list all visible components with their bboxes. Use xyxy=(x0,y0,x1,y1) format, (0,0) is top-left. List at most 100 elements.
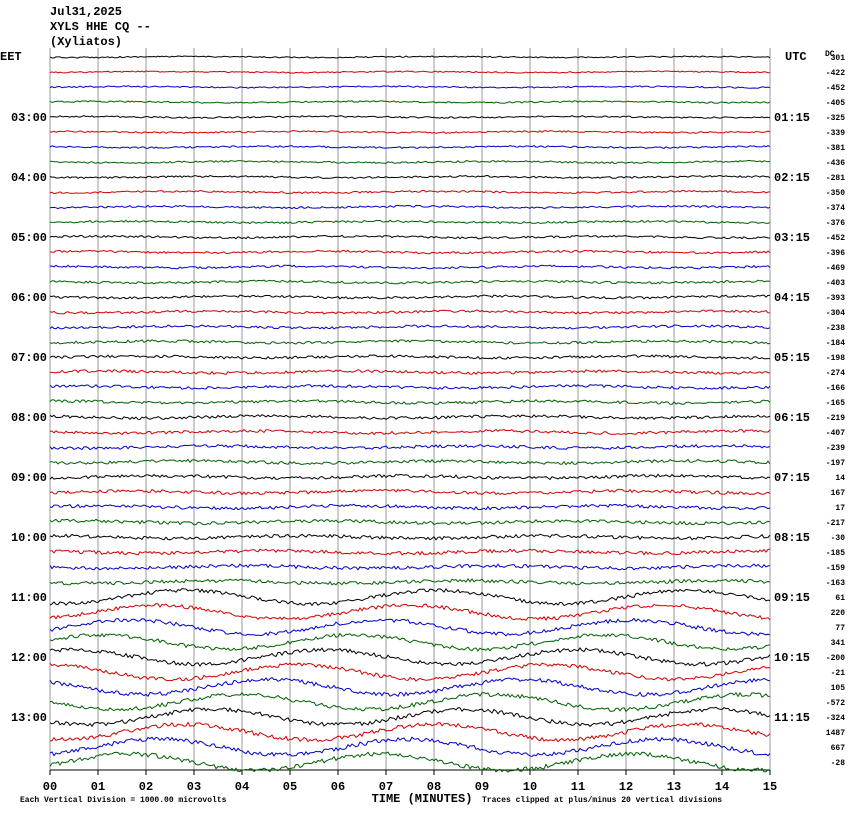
x-tick-label: 06 xyxy=(331,780,345,794)
dc-offset: 61 xyxy=(835,594,845,603)
x-tick-label: 03 xyxy=(187,780,201,794)
dc-offset: -166 xyxy=(826,384,845,393)
left-time-label: 04:00 xyxy=(11,171,47,185)
trace xyxy=(49,706,771,728)
trace xyxy=(49,234,771,240)
trace xyxy=(49,174,771,180)
trace xyxy=(49,578,771,586)
trace xyxy=(49,309,771,315)
trace xyxy=(49,264,771,270)
trace xyxy=(49,279,771,285)
trace xyxy=(49,563,771,571)
x-tick-label: 14 xyxy=(715,780,729,794)
trace xyxy=(49,145,771,149)
x-tick-label: 11 xyxy=(571,780,585,794)
dc-offset: -184 xyxy=(826,339,845,348)
x-tick-label: 02 xyxy=(139,780,153,794)
dc-offset: 17 xyxy=(835,504,845,513)
right-time-label: 10:15 xyxy=(774,651,810,665)
x-tick-label: 08 xyxy=(427,780,441,794)
right-time-label: 08:15 xyxy=(774,531,810,545)
dc-offset: 341 xyxy=(831,639,846,648)
dc-offset: -197 xyxy=(826,459,845,468)
trace xyxy=(49,294,771,300)
dc-offset: -21 xyxy=(831,669,846,678)
right-time-label: 02:15 xyxy=(774,171,810,185)
dc-offset: -217 xyxy=(826,519,845,528)
dc-offset: -325 xyxy=(826,114,845,123)
left-zone: EET xyxy=(0,50,22,64)
x-tick-label: 10 xyxy=(523,780,537,794)
trace xyxy=(49,676,771,698)
scale-note: Each Vertical Division = 1000.00 microvo… xyxy=(20,796,227,805)
x-tick-label: 09 xyxy=(475,780,489,794)
right-time-label: 01:15 xyxy=(774,111,810,125)
x-tick-label: 01 xyxy=(91,780,105,794)
trace xyxy=(49,647,771,667)
trace xyxy=(49,219,771,225)
dc-offset: -274 xyxy=(826,369,845,378)
trace xyxy=(49,249,771,255)
dc-offset: -281 xyxy=(826,174,845,183)
dc-offset: -185 xyxy=(826,549,845,558)
right-time-label: 11:15 xyxy=(774,711,810,725)
left-time-label: 07:00 xyxy=(11,351,47,365)
dc-offset: -239 xyxy=(826,444,845,453)
trace xyxy=(49,204,771,210)
left-time-label: 11:00 xyxy=(11,591,47,605)
dc-offset: -198 xyxy=(826,354,845,363)
trace xyxy=(49,473,771,481)
trace xyxy=(49,721,771,743)
dc-offset: -572 xyxy=(826,699,845,708)
dc-offset: -422 xyxy=(826,69,845,78)
right-time-label: 09:15 xyxy=(774,591,810,605)
left-time-label: 13:00 xyxy=(11,711,47,725)
dc-offset: -159 xyxy=(826,564,845,573)
x-tick-label: 07 xyxy=(379,780,393,794)
dc-offset: -469 xyxy=(826,264,845,273)
trace xyxy=(49,324,771,330)
trace xyxy=(49,548,771,556)
date: Jul31,2025 xyxy=(50,5,122,19)
dc-offset: 1487 xyxy=(826,729,845,738)
x-axis-label: TIME (MINUTES) xyxy=(372,792,473,806)
dc-offset: -381 xyxy=(826,144,845,153)
left-time-label: 09:00 xyxy=(11,471,47,485)
dc-offset: -28 xyxy=(831,759,846,768)
location: (Xyliatos) xyxy=(50,35,122,49)
x-tick-label: 05 xyxy=(283,780,297,794)
dc-offset: -396 xyxy=(826,249,845,258)
dc-offset: -436 xyxy=(826,159,845,168)
trace xyxy=(49,518,771,526)
right-zone: UTC xyxy=(785,50,807,64)
dc-offset: -163 xyxy=(826,579,845,588)
dc-offset: 220 xyxy=(831,609,846,618)
trace xyxy=(49,533,771,541)
right-time-label: 04:15 xyxy=(774,291,810,305)
trace xyxy=(49,369,771,375)
trace xyxy=(49,414,771,421)
dc-offset: -403 xyxy=(826,279,845,288)
right-time-label: 03:15 xyxy=(774,231,810,245)
trace xyxy=(49,55,771,59)
clip-note: Traces clipped at plus/minus 20 vertical… xyxy=(482,796,722,805)
trace xyxy=(49,428,771,436)
dc-label: DC xyxy=(825,50,835,59)
trace xyxy=(49,399,771,405)
left-time-label: 03:00 xyxy=(11,111,47,125)
dc-offset: -165 xyxy=(826,399,845,408)
station: XYLS HHE CQ -- xyxy=(50,20,151,34)
dc-offset: -350 xyxy=(826,189,845,198)
left-time-label: 10:00 xyxy=(11,531,47,545)
trace xyxy=(49,751,771,773)
trace xyxy=(49,458,771,466)
trace xyxy=(49,189,771,195)
x-tick-label: 13 xyxy=(667,780,681,794)
dc-offset: -304 xyxy=(826,309,845,318)
dc-offset: 167 xyxy=(831,489,846,498)
left-time-label: 12:00 xyxy=(11,651,47,665)
dc-offset: -407 xyxy=(826,429,845,438)
x-tick-label: 00 xyxy=(43,780,57,794)
dc-offset: 301 xyxy=(831,54,846,63)
